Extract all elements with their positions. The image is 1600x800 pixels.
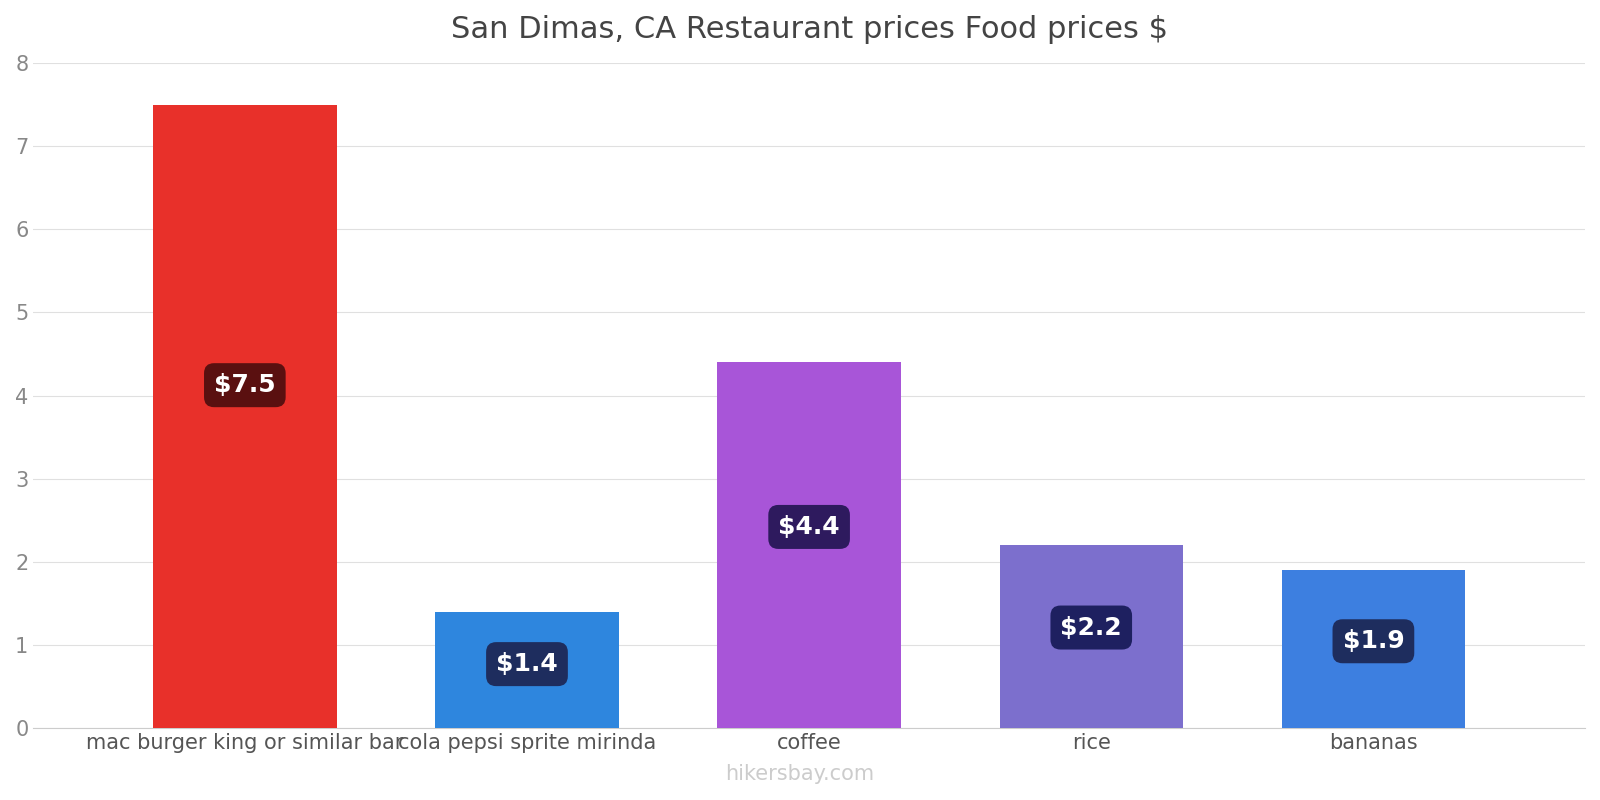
Text: hikersbay.com: hikersbay.com	[725, 764, 875, 784]
Text: $1.4: $1.4	[496, 652, 558, 676]
Bar	[154, 105, 336, 728]
Title: San Dimas, CA Restaurant prices Food prices $: San Dimas, CA Restaurant prices Food pri…	[451, 15, 1168, 44]
Bar	[1282, 570, 1466, 728]
Text: $7.5: $7.5	[214, 373, 275, 397]
Bar	[435, 612, 619, 728]
Text: $2.2: $2.2	[1061, 615, 1122, 639]
Bar	[717, 362, 901, 728]
Text: $4.4: $4.4	[778, 515, 840, 539]
Text: $1.9: $1.9	[1342, 630, 1405, 654]
Bar	[1000, 546, 1182, 728]
